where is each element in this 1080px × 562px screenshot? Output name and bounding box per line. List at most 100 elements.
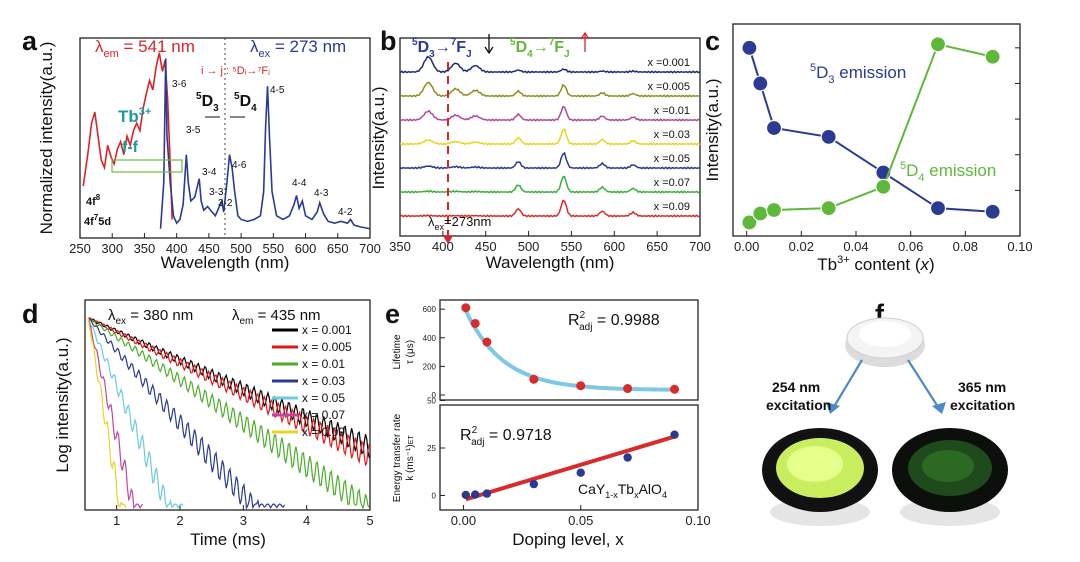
legend-label: x = 0.03 — [302, 374, 345, 388]
panel-c: c 0.00 0.02 0.04 0.06 0.08 0.10 5D3 emission … — [703, 23, 1033, 274]
x-tick-label: 0.10 — [685, 513, 710, 528]
panel-e-formula: CaY1-xTbxAlO4 — [578, 481, 667, 500]
panel-a: a 250 300 350 400 450 500 550 600 650 700 λem = 5… — [22, 26, 381, 272]
glow-365-core — [922, 450, 974, 482]
panel-b-lines — [399, 55, 701, 218]
x-tick-label: 0.08 — [953, 239, 978, 254]
x-tick-label: 700 — [359, 241, 381, 256]
decay-curve — [88, 317, 286, 510]
panel-d-ylabel: Log intensity(a.u.) — [53, 337, 72, 472]
data-point — [929, 200, 947, 217]
data-point — [529, 479, 539, 489]
series-label: x =0.09 — [654, 201, 690, 213]
panel-a-tb-label: Tb3+ — [118, 106, 151, 126]
panel-a-transition: i → j : ⁵Dᵢ→⁷Fⱼ — [201, 65, 270, 77]
panel-e-r2-top: R2 adj = 0.9988 — [568, 310, 660, 333]
decay-curve — [87, 318, 144, 510]
panel-e-bottom-ylabel-2: k (ms⁻¹)ET — [405, 435, 416, 481]
peak-label: 3-2 — [218, 198, 233, 209]
x-tick-label: 350 — [389, 239, 411, 254]
panel-c-d4-label: 5D4 emission — [900, 160, 996, 184]
x-tick-label: 650 — [327, 241, 349, 256]
spectrum-line — [399, 151, 701, 170]
fit-curve — [464, 309, 673, 392]
spectrum-line — [399, 128, 701, 146]
x-tick-label: 600 — [603, 239, 625, 254]
data-point — [741, 214, 758, 231]
data-point — [670, 430, 679, 439]
panel-b-d4-transition: 5D4→7FJ — [510, 37, 570, 60]
panel-b-excitation-arrowhead — [443, 236, 453, 244]
panel-c-d3-label: 5D3 emission — [810, 62, 906, 86]
series-label: x =0.03 — [654, 129, 690, 141]
panel-e-bottom-series — [461, 430, 679, 502]
decay-curve — [87, 317, 370, 466]
panel-e-r2-bottom: R2 adj = 0.9718 — [460, 425, 552, 448]
series-label: x =0.07 — [654, 177, 690, 189]
panel-e-xlabel: Doping level, x — [512, 530, 624, 549]
x-tick-label: 0.05 — [568, 513, 593, 528]
panel-d: d 1 2 3 4 5 λex = 380 nm λem = 435 nm x = 0.… — [22, 299, 374, 549]
series-label: x =0.05 — [654, 153, 690, 165]
data-point — [623, 384, 633, 394]
caption-254-line2: excitation — [766, 397, 831, 413]
arrow-to-365-head — [932, 402, 946, 414]
panel-e: e 0.00 0.05 0.10 0 200 400 600 0 25 50 R2 adj = 0.… — [385, 299, 711, 549]
data-point — [623, 453, 632, 462]
decay-curve — [87, 317, 370, 459]
x-tick-label: 700 — [689, 239, 711, 254]
peak-label: 4-5 — [270, 85, 285, 96]
data-point — [984, 48, 1001, 65]
panel-b-d3-transition: 5D3→7FJ — [412, 37, 472, 60]
panel-b-down-arrowhead — [484, 46, 494, 55]
panel-c-frame — [732, 23, 1021, 237]
panel-a-xticks: 250 300 350 400 450 500 550 600 650 700 — [69, 233, 381, 256]
panel-d-ex-label: λex = 380 nm — [108, 307, 193, 327]
x-tick-label: 0.00 — [734, 239, 759, 254]
spectrum-line — [82, 52, 173, 220]
panel-a-lines — [82, 52, 371, 230]
peak-label: 4-3 — [314, 188, 329, 199]
data-point — [765, 119, 783, 137]
data-point — [929, 36, 947, 53]
panel-c-series — [741, 36, 1001, 231]
data-point — [529, 374, 539, 384]
data-point — [875, 178, 892, 195]
x-tick-label: 3 — [240, 513, 247, 528]
peak-label: 3-6 — [172, 79, 187, 90]
decay-curve — [87, 317, 184, 509]
y-tick-label: 400 — [423, 334, 437, 343]
panel-c-xticks: 0.00 0.02 0.04 0.06 0.08 0.10 — [734, 231, 1033, 254]
legend-label: x = 0.005 — [302, 340, 352, 354]
fit-line — [465, 434, 676, 502]
peak-label: 3-4 — [202, 167, 217, 178]
panel-e-top-ylabel-2: τ (μs) — [405, 340, 416, 364]
y-tick-label: 25 — [427, 444, 436, 453]
panel-b-xlabel: Wavelength (nm) — [486, 253, 615, 272]
data-point — [752, 205, 769, 222]
panel-d-lines — [87, 317, 370, 510]
legend-label: x = 0.09 — [302, 425, 345, 439]
x-tick-label: 250 — [69, 241, 91, 256]
panel-a-em-label: λem = 541 nm — [95, 37, 195, 60]
decay-curve — [87, 317, 127, 509]
spectrum-line — [399, 55, 701, 74]
x-tick-label: 400 — [432, 239, 454, 254]
x-tick-label: 1 — [113, 513, 120, 528]
panel-e-top-ylabel-1: Lifetime — [392, 334, 403, 369]
panel-c-yticks — [1015, 47, 1020, 191]
panel-a-d4-label: 5D4 — [234, 91, 257, 114]
panel-d-label: d — [22, 299, 39, 329]
data-point — [470, 318, 480, 328]
panel-a-label: a — [22, 26, 38, 56]
panel-a-fs1-label: 4f8 — [86, 193, 101, 208]
panel-a-ff-box — [111, 159, 183, 173]
x-tick-label: 0.02 — [789, 239, 814, 254]
panel-c-ylabel: Intensity(a.u.) — [703, 79, 722, 182]
panel-b-ylabel: Intensity(a.u.) — [369, 87, 388, 190]
peak-label: 4-6 — [232, 160, 247, 171]
x-tick-label: 0.06 — [898, 239, 923, 254]
legend-label: x = 0.05 — [302, 391, 345, 405]
panel-e-bottom-frame — [439, 404, 699, 511]
